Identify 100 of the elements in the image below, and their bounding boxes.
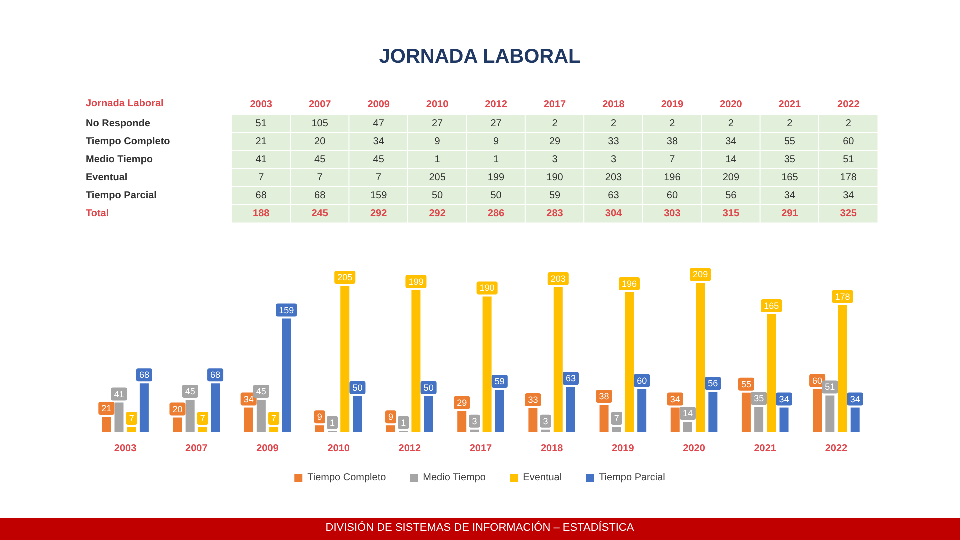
data-label: 59 <box>549 190 561 202</box>
x-tick-label: 2021 <box>754 444 777 454</box>
data-label: 292 <box>370 208 388 220</box>
x-tick-label: 2018 <box>540 444 564 454</box>
data-label: 1 <box>401 418 406 428</box>
data-label: 196 <box>664 172 682 184</box>
y-tick-label: Tiempo Completo <box>86 136 170 148</box>
data-label: 35 <box>754 394 764 404</box>
data-label: 34 <box>670 394 680 404</box>
x-tick-label: 2007 <box>186 444 208 454</box>
bar <box>412 290 421 432</box>
data-label: 7 <box>200 414 206 424</box>
data-label: 34 <box>784 190 796 202</box>
x-tick-label: 2009 <box>256 444 280 454</box>
x-tick-label: 2021 <box>778 100 802 110</box>
data-label: 245 <box>312 208 329 220</box>
data-label: 190 <box>546 172 564 184</box>
data-label: 3 <box>610 154 617 166</box>
x-tick-label: 2010 <box>426 100 450 110</box>
y-tick-label: Eventual <box>86 172 128 184</box>
x-tick-label: 2007 <box>308 100 332 110</box>
bar <box>127 427 136 432</box>
data-label: 7 <box>258 172 265 184</box>
chart-title: JORNADA LABORAL <box>379 46 581 68</box>
data-label: 68 <box>139 370 150 380</box>
bar <box>838 305 848 432</box>
data-label: 55 <box>784 136 796 148</box>
data-label: 51 <box>256 118 268 130</box>
data-label: 209 <box>693 270 708 280</box>
y-tick-label: Medio Tiempo <box>86 154 154 166</box>
bar <box>270 427 279 432</box>
data-label: 159 <box>279 305 294 316</box>
x-tick-label: 2003 <box>250 100 273 110</box>
x-tick-label: 2022 <box>838 100 860 110</box>
data-label: 56 <box>726 190 738 202</box>
data-label: 292 <box>429 208 446 220</box>
data-label: 47 <box>373 118 385 130</box>
data-label: 45 <box>373 154 385 166</box>
data-label: 291 <box>782 208 799 220</box>
y-tick-label: Total <box>86 208 110 220</box>
data-label: 205 <box>338 272 353 283</box>
data-label: 60 <box>812 376 823 386</box>
data-label: 2 <box>787 118 794 130</box>
data-label: 56 <box>708 378 718 389</box>
data-label: 29 <box>457 398 468 408</box>
data-label: 41 <box>256 154 268 166</box>
data-label: 315 <box>722 208 740 220</box>
legend-label: Tiempo Parcial <box>599 472 666 484</box>
data-label: 1 <box>493 154 500 166</box>
data-label: 63 <box>608 190 620 202</box>
data-label: 34 <box>850 394 860 404</box>
data-label: 29 <box>549 136 561 148</box>
x-tick-label: 2012 <box>398 444 422 454</box>
data-label: 59 <box>494 376 505 386</box>
data-label: 14 <box>726 154 738 166</box>
data-label: 21 <box>102 404 112 414</box>
data-label: 51 <box>825 382 836 392</box>
data-label: 50 <box>432 190 444 202</box>
bar <box>554 287 563 432</box>
y-tick-label: No Responde <box>86 118 151 130</box>
data-label: 190 <box>480 283 495 294</box>
bar <box>282 318 292 432</box>
data-label: 68 <box>314 190 326 202</box>
data-label: 7 <box>614 414 620 424</box>
data-label: 45 <box>185 386 196 396</box>
data-label: 303 <box>664 208 682 220</box>
data-label: 2 <box>552 118 558 130</box>
x-tick-label: 2020 <box>720 100 743 110</box>
data-label: 2 <box>728 118 734 130</box>
x-tick-label: 2010 <box>328 444 350 454</box>
data-label: 14 <box>682 408 693 419</box>
y-axis-title: Jornada Laboral <box>86 98 164 110</box>
data-label: 2 <box>846 118 852 130</box>
data-label: 45 <box>314 154 326 166</box>
data-label: 41 <box>114 389 124 400</box>
data-label: 203 <box>550 274 566 284</box>
data-label: 199 <box>488 172 506 184</box>
legend-label: Eventual <box>523 472 562 484</box>
data-label: 60 <box>666 190 678 202</box>
data-label: 34 <box>244 394 254 404</box>
data-label: 34 <box>779 394 790 404</box>
x-tick-label: 2018 <box>602 100 626 110</box>
data-label: 38 <box>599 391 610 402</box>
data-label: 60 <box>637 376 648 386</box>
data-label: 165 <box>782 172 799 184</box>
data-label: 33 <box>608 136 620 148</box>
y-tick-label: Tiempo Parcial <box>86 190 158 202</box>
data-label: 165 <box>764 301 780 312</box>
data-label: 304 <box>605 208 623 220</box>
data-label: 34 <box>726 136 738 148</box>
data-label: 20 <box>172 404 183 414</box>
bar <box>624 292 634 432</box>
data-label: 178 <box>835 292 850 302</box>
x-tick-label: 2009 <box>368 100 390 110</box>
data-label: 209 <box>722 172 740 184</box>
data-label: 325 <box>840 208 858 220</box>
x-tick-label: 2019 <box>612 444 635 454</box>
data-label: 3 <box>552 154 558 166</box>
data-label: 3 <box>543 416 548 426</box>
bar <box>102 417 112 432</box>
